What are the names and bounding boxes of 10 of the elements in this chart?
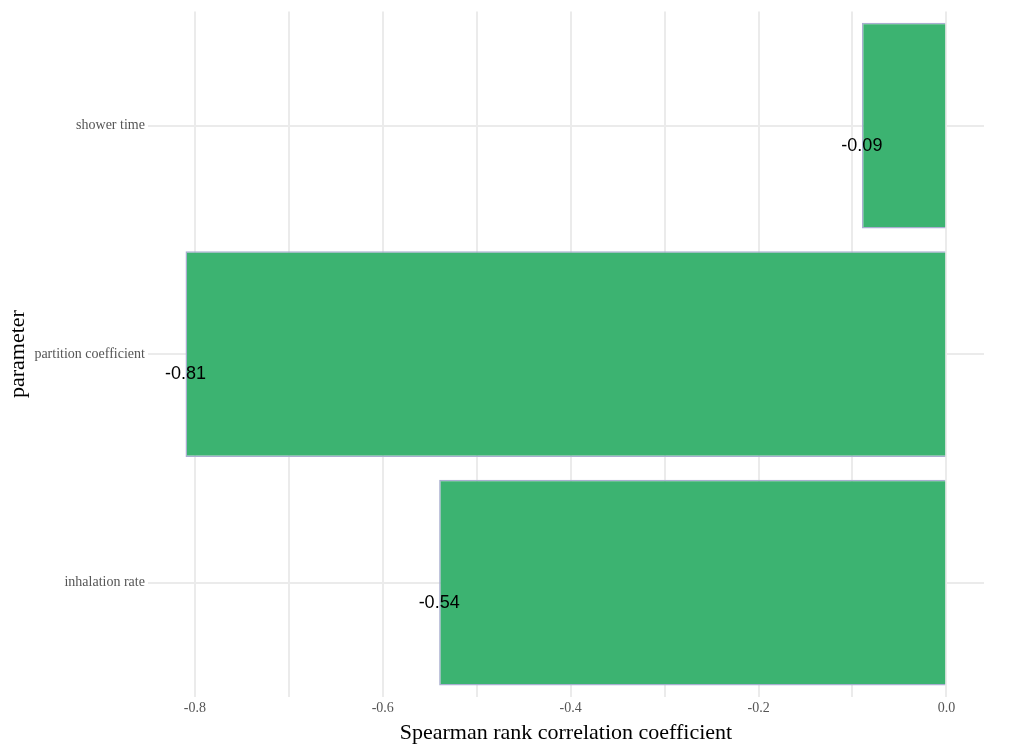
x-axis-title: Spearman rank correlation coefficient <box>399 718 733 744</box>
x-tick-label: -0.8 <box>183 699 206 715</box>
x-tick-label: -0.2 <box>747 699 770 715</box>
x-tick-label: 0.0 <box>937 699 956 715</box>
y-tick-label: shower time <box>76 117 145 133</box>
y-tick-label: partition coefficient <box>34 345 146 361</box>
x-tick-label: -0.4 <box>559 699 582 715</box>
y-tick-label: inhalation rate <box>64 574 145 590</box>
y-axis-title: parameter <box>3 309 29 399</box>
x-tick-label: -0.6 <box>371 699 394 715</box>
